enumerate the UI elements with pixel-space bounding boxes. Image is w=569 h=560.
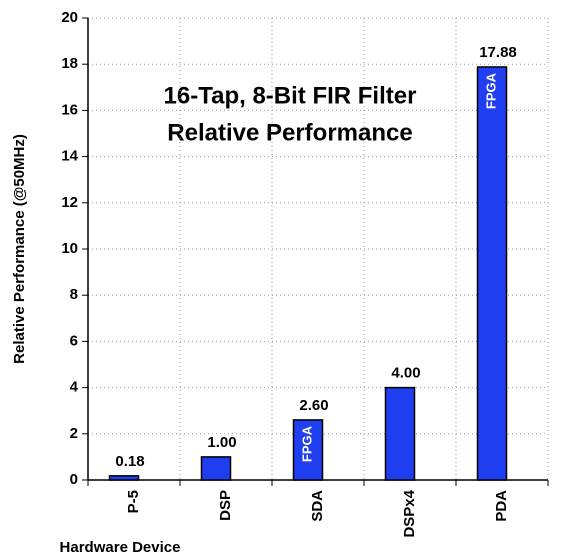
bar xyxy=(292,419,324,481)
x-tick-label: PDA xyxy=(493,490,510,522)
x-tick-label: P-5 xyxy=(125,490,142,513)
bar xyxy=(200,456,232,481)
x-tick-label: DSP xyxy=(217,490,234,521)
x-tick-label: SDA xyxy=(309,490,326,522)
value-label: 4.00 xyxy=(391,365,420,382)
y-tick-label: 14 xyxy=(61,148,78,165)
value-label: 0.18 xyxy=(115,453,144,470)
y-tick-label: 20 xyxy=(61,9,78,26)
y-tick-label: 10 xyxy=(61,240,78,257)
chart-title: Relative Performance xyxy=(167,119,412,146)
bar-annotation: FPGA xyxy=(299,425,314,462)
y-axis-label: Relative Performance (@50MHz) xyxy=(11,134,28,364)
bar-annotation: FPGA xyxy=(483,72,498,109)
bar xyxy=(108,475,140,481)
y-tick-label: 2 xyxy=(70,425,78,442)
x-axis-label: Hardware Device xyxy=(60,539,181,556)
chart-title: 16-Tap, 8-Bit FIR Filter xyxy=(164,82,417,109)
value-label: 1.00 xyxy=(207,434,236,451)
bar xyxy=(384,386,416,481)
x-tick-label: DSPx4 xyxy=(401,489,418,537)
value-label: 2.60 xyxy=(299,397,328,414)
value-label: 17.88 xyxy=(479,44,517,61)
y-tick-label: 8 xyxy=(70,286,78,303)
bar xyxy=(476,66,508,481)
y-tick-label: 16 xyxy=(61,101,78,118)
y-tick-label: 4 xyxy=(70,379,79,396)
y-tick-label: 12 xyxy=(61,194,78,211)
y-tick-label: 6 xyxy=(70,332,78,349)
y-tick-label: 0 xyxy=(70,471,78,488)
y-tick-label: 18 xyxy=(61,55,78,72)
